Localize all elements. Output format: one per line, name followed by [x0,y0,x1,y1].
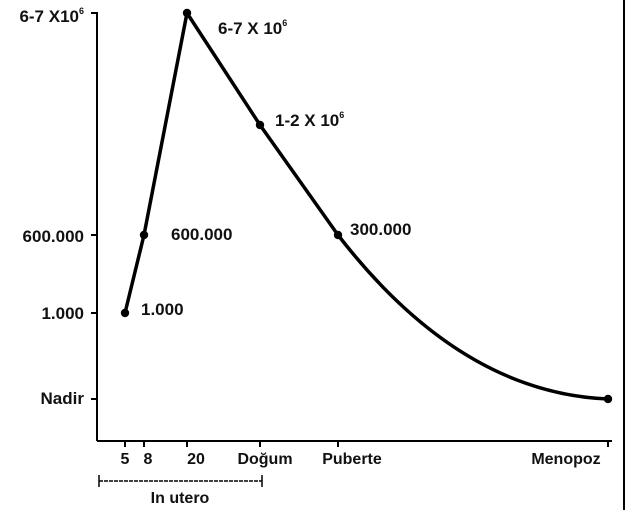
x-tick-label: 5 [121,451,130,468]
data-point [182,8,192,18]
data-label: 6-7 X 106 [218,18,287,38]
y-tick-label: 6-7 X106 [19,6,84,26]
data-point [333,230,343,240]
in-utero-label: In utero [151,490,210,507]
data-point [255,120,265,130]
x-tick-label: 20 [187,451,205,468]
x-tick-label: Menopoz [531,451,600,468]
data-label: 1-2 X 106 [275,110,344,130]
y-tick-label: 1.000 [41,304,84,323]
y-tick-label: Nadir [41,389,85,408]
y-tick-label: 600.000 [23,227,84,246]
x-tick-label: Doğum [237,451,292,468]
data-point [139,230,149,240]
data-label: 300.000 [350,220,411,239]
data-label: 600.000 [171,225,232,244]
x-tick-label: 8 [144,451,153,468]
data-point [603,394,613,404]
data-point [120,308,130,318]
data-label: 1.000 [141,300,184,319]
x-tick-label: Puberte [322,451,382,468]
